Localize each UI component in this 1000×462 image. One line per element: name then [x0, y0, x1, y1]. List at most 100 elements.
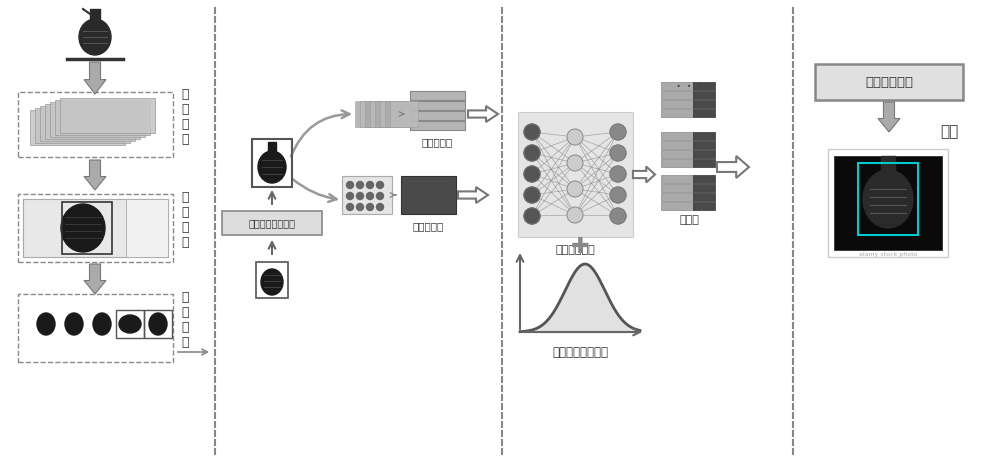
Circle shape	[567, 207, 583, 223]
Polygon shape	[878, 102, 900, 132]
Bar	[693, 141, 715, 149]
Bar	[693, 150, 715, 158]
Bar	[126, 199, 168, 257]
Ellipse shape	[93, 313, 111, 335]
Circle shape	[366, 203, 374, 211]
Circle shape	[356, 182, 364, 188]
Bar	[693, 193, 715, 201]
Bar	[144, 310, 172, 338]
Bar	[62, 202, 112, 254]
Circle shape	[524, 124, 540, 140]
Text: 生成网络模型: 生成网络模型	[865, 75, 913, 89]
Polygon shape	[84, 62, 106, 94]
Circle shape	[347, 203, 354, 211]
Circle shape	[356, 203, 364, 211]
Bar	[60, 98, 155, 133]
Bar	[693, 202, 715, 210]
Circle shape	[610, 124, 626, 140]
Circle shape	[356, 193, 364, 200]
Bar	[342, 176, 392, 214]
Ellipse shape	[258, 151, 286, 183]
Text: 预测: 预测	[940, 124, 958, 140]
Polygon shape	[84, 264, 106, 294]
Bar	[18, 194, 173, 262]
Text: 低层次特征: 低层次特征	[412, 221, 444, 231]
Bar	[834, 156, 942, 250]
Ellipse shape	[79, 19, 111, 55]
Bar	[18, 294, 173, 362]
Circle shape	[347, 182, 354, 188]
Circle shape	[524, 166, 540, 182]
Ellipse shape	[149, 313, 167, 335]
Bar	[661, 141, 693, 149]
Circle shape	[347, 193, 354, 200]
Bar	[90, 9, 100, 19]
Bar	[518, 112, 633, 237]
Bar	[45, 104, 140, 139]
Bar	[693, 184, 715, 192]
Ellipse shape	[37, 313, 55, 335]
Bar	[661, 109, 693, 117]
Bar	[693, 132, 715, 140]
Circle shape	[610, 187, 626, 203]
Bar	[881, 156, 895, 170]
Bar	[410, 121, 465, 130]
Circle shape	[366, 193, 374, 200]
Bar	[661, 150, 693, 158]
Text: 数
据
标
注: 数 据 标 注	[181, 191, 188, 249]
Bar	[661, 132, 693, 140]
Bar	[661, 184, 693, 192]
Text: 数
据
清
洗: 数 据 清 洗	[181, 88, 188, 146]
Circle shape	[524, 208, 540, 224]
Bar	[693, 175, 715, 183]
Circle shape	[376, 193, 384, 200]
Bar	[30, 110, 125, 145]
Bar	[693, 109, 715, 117]
Circle shape	[567, 181, 583, 197]
Ellipse shape	[61, 204, 105, 252]
Bar	[828, 149, 948, 257]
Ellipse shape	[65, 313, 83, 335]
Bar	[693, 159, 715, 167]
Circle shape	[366, 182, 374, 188]
Text: 特征融合网络: 特征融合网络	[556, 245, 595, 255]
Ellipse shape	[863, 170, 913, 228]
Bar	[693, 91, 715, 99]
Ellipse shape	[261, 269, 283, 295]
Circle shape	[610, 166, 626, 182]
Polygon shape	[458, 187, 488, 203]
Bar	[661, 202, 693, 210]
Bar	[55, 100, 150, 135]
Bar	[661, 91, 693, 99]
Bar	[661, 159, 693, 167]
Bar	[365, 101, 393, 127]
Bar	[693, 82, 715, 90]
Text: ✚: ✚	[571, 237, 590, 257]
Bar	[268, 142, 276, 151]
Text: 高层次特征: 高层次特征	[421, 137, 453, 147]
Bar	[661, 175, 693, 183]
Text: 特征图: 特征图	[679, 215, 699, 225]
Bar	[375, 101, 403, 127]
Text: 数
据
增
强: 数 据 增 强	[181, 291, 188, 349]
Bar	[661, 193, 693, 201]
Bar	[23, 199, 168, 257]
Bar	[116, 310, 144, 338]
Bar	[410, 101, 465, 110]
Bar	[661, 100, 693, 108]
Bar	[18, 92, 173, 157]
Bar	[256, 262, 288, 298]
Polygon shape	[84, 160, 106, 190]
Polygon shape	[468, 106, 498, 122]
Bar	[693, 100, 715, 108]
Circle shape	[567, 129, 583, 145]
Bar	[50, 102, 145, 137]
Circle shape	[524, 145, 540, 161]
Bar	[370, 101, 398, 127]
Bar	[35, 108, 130, 143]
Bar	[661, 82, 693, 90]
Bar	[360, 101, 388, 127]
Bar	[410, 91, 465, 100]
Bar	[815, 64, 963, 100]
Text: alamy stock photo: alamy stock photo	[859, 252, 917, 257]
